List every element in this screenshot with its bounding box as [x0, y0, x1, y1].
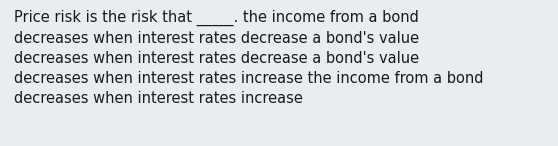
Text: Price risk is the risk that _____. the income from a bond
decreases when interes: Price risk is the risk that _____. the i…: [14, 10, 483, 106]
